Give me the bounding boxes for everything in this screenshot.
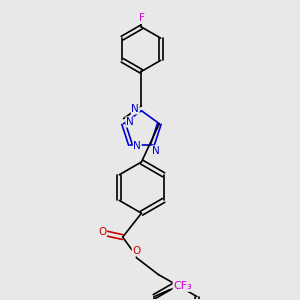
Text: N: N — [131, 104, 139, 114]
Text: N: N — [152, 146, 160, 156]
Text: N: N — [126, 117, 134, 127]
Text: O: O — [132, 246, 140, 256]
Text: O: O — [98, 227, 106, 237]
Text: N: N — [134, 141, 141, 152]
Text: CF₃: CF₃ — [173, 281, 192, 291]
Text: F: F — [139, 14, 144, 23]
